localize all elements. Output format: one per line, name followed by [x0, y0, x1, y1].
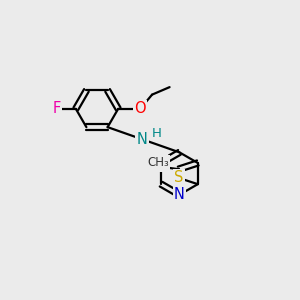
Text: O: O	[134, 101, 146, 116]
Text: N: N	[156, 155, 167, 170]
Text: S: S	[174, 170, 183, 185]
Text: CH₃: CH₃	[147, 156, 169, 169]
Text: H: H	[152, 127, 162, 140]
Text: N: N	[136, 132, 148, 147]
Text: F: F	[52, 101, 61, 116]
Text: N: N	[174, 187, 185, 202]
